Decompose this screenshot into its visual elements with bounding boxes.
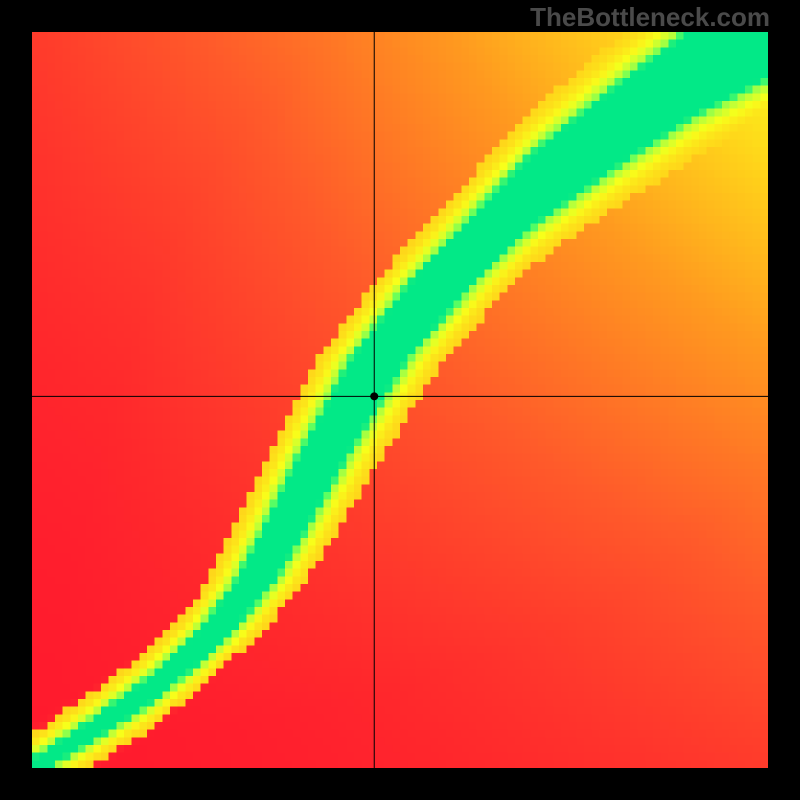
watermark-text: TheBottleneck.com [530, 2, 770, 33]
heatmap-plot [32, 32, 768, 768]
chart-container: TheBottleneck.com [0, 0, 800, 800]
